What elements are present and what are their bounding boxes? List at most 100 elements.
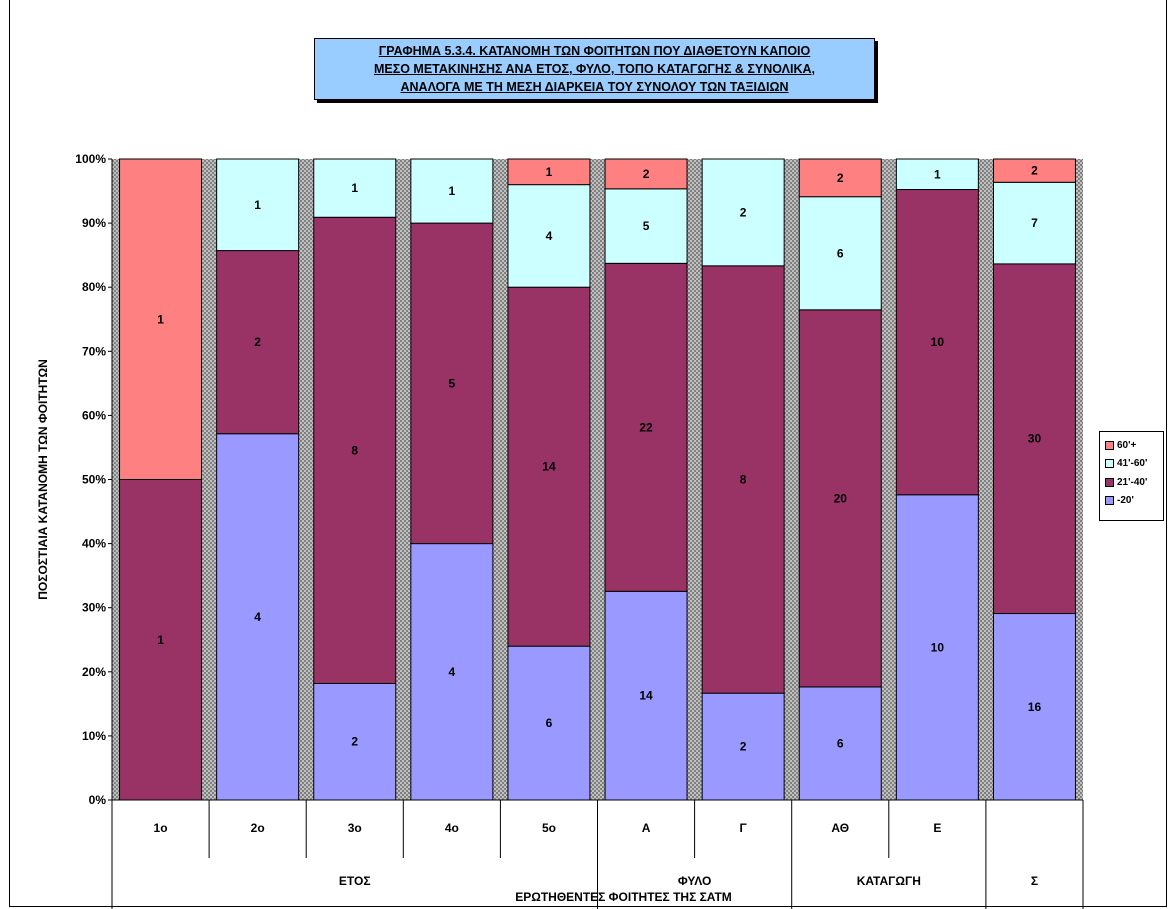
legend-label: 21'-40' xyxy=(1117,476,1148,488)
x-axis-title: ΕΡΩΤΗΘΕΝΤΕΣ ΦΟΙΤΗΤΕΣ ΤΗΣ ΣΑΤΜ xyxy=(515,890,732,904)
title-line-2: ΜΕΣΟ ΜΕΤΑΚΙΝΗΣΗΣ ΑΝΑ ΕΤΟΣ, ΦΥΛΟ, ΤΟΠΟ ΚΑ… xyxy=(373,62,816,76)
legend-item: -20' xyxy=(1105,492,1163,511)
data-label: 1 xyxy=(351,181,358,195)
legend-label: -20' xyxy=(1117,495,1134,507)
bar-segment xyxy=(313,158,397,218)
y-tick-label: 80% xyxy=(82,280,106,294)
group-label: ΚΑΤΑΓΩΓΗ xyxy=(857,874,921,888)
bar-segment xyxy=(701,692,785,801)
bar-segment xyxy=(410,158,494,224)
x-tick-label: 4ο xyxy=(445,821,459,835)
bar-segment xyxy=(701,265,785,694)
data-label: 5 xyxy=(449,376,456,390)
x-tick-label: Α xyxy=(642,821,651,835)
bar-segment xyxy=(313,216,397,684)
data-label: 8 xyxy=(740,473,747,487)
bar-segment xyxy=(216,250,300,435)
y-tick-label: 30% xyxy=(82,601,106,615)
y-tick-label: 0% xyxy=(89,793,107,807)
data-label: 2 xyxy=(740,205,747,219)
legend-item: 21'-40' xyxy=(1105,473,1163,492)
data-label: 6 xyxy=(546,716,553,730)
legend-item: 60'+ xyxy=(1105,436,1163,455)
data-label: 1 xyxy=(934,167,941,181)
bar-segment xyxy=(604,262,688,592)
bar-segment xyxy=(604,188,688,264)
y-tick-label: 70% xyxy=(82,344,106,358)
data-label: 1 xyxy=(157,312,164,326)
data-label: 2 xyxy=(740,740,747,754)
legend-label: 41'-60' xyxy=(1117,458,1148,470)
data-label: 6 xyxy=(837,736,844,750)
data-label: 14 xyxy=(542,460,556,474)
y-axis-title: ΠΟΣΟΣΤΙΑΙΑ ΚΑΤΑΝΟΜΗ ΤΩΝ ΦΟΙΤΗΤΩΝ xyxy=(36,359,50,600)
legend-swatch xyxy=(1105,477,1114,487)
bar-segment xyxy=(992,181,1076,265)
data-label: 20 xyxy=(834,491,848,505)
group-label: ΦΥΛΟ xyxy=(678,874,711,888)
bar-segment xyxy=(119,158,203,480)
x-tick-label: Γ xyxy=(740,821,748,835)
data-label: 10 xyxy=(931,640,945,654)
bar-segment xyxy=(507,645,591,801)
bar-segment xyxy=(895,158,979,191)
bar-segment xyxy=(604,590,688,801)
data-label: 4 xyxy=(449,665,456,679)
x-tick-label: 2ο xyxy=(251,821,265,835)
y-tick-label: 40% xyxy=(82,537,106,551)
legend: 60'+ 41'-60' 21'-40' -20' xyxy=(1099,431,1164,521)
data-label: 6 xyxy=(837,246,844,260)
data-label: 5 xyxy=(643,219,650,233)
bar-segment xyxy=(507,184,591,288)
bar-segment xyxy=(895,189,979,496)
bar-segment xyxy=(992,158,1076,183)
x-tick-label: Ε xyxy=(933,821,941,835)
data-label: 2 xyxy=(351,735,358,749)
bar-segment xyxy=(798,686,882,801)
data-label: 2 xyxy=(837,171,844,185)
legend-label: 60'+ xyxy=(1117,439,1137,451)
data-label: 1 xyxy=(449,184,456,198)
bar-segment xyxy=(410,543,494,801)
data-label: 16 xyxy=(1028,700,1042,714)
bar-segment xyxy=(216,158,300,252)
y-tick-label: 10% xyxy=(82,729,106,743)
data-label: 2 xyxy=(643,167,650,181)
bar-segment xyxy=(798,196,882,311)
bar-segment xyxy=(992,613,1076,801)
bar-segment xyxy=(507,158,591,186)
legend-swatch xyxy=(1105,496,1114,506)
group-label: Σ xyxy=(1031,874,1038,888)
chart-title: ΓΡΑΦΗΜΑ 5.3.4. ΚΑΤΑΝΟΜΗ ΤΩΝ ΦΟΙΤΗΤΩΝ ΠΟΥ… xyxy=(314,38,875,100)
data-label: 4 xyxy=(546,229,553,243)
bar-segment xyxy=(507,286,591,647)
y-tick-label: 60% xyxy=(82,408,106,422)
data-label: 8 xyxy=(351,443,358,457)
data-label: 22 xyxy=(639,420,653,434)
bar-segment xyxy=(604,158,688,190)
data-label: 2 xyxy=(254,335,261,349)
y-tick-label: 100% xyxy=(75,152,106,166)
bar-segment xyxy=(895,494,979,801)
data-label: 2 xyxy=(1031,164,1038,178)
y-tick-label: 20% xyxy=(82,665,106,679)
legend-item: 41'-60' xyxy=(1105,455,1163,474)
x-tick-label: 5ο xyxy=(542,821,556,835)
y-tick-label: 90% xyxy=(82,216,106,230)
data-label: 30 xyxy=(1028,432,1042,446)
data-label: 1 xyxy=(546,165,553,179)
bar-segment xyxy=(798,309,882,688)
x-tick-label: 1ο xyxy=(154,821,168,835)
chart-frame xyxy=(9,0,1167,907)
legend-swatch xyxy=(1105,459,1114,469)
x-tick-label: 3ο xyxy=(348,821,362,835)
data-label: 7 xyxy=(1031,216,1038,230)
bar-segment xyxy=(798,158,882,198)
x-tick-label: ΑΘ xyxy=(831,821,849,835)
data-label: 14 xyxy=(639,689,653,703)
y-tick-label: 50% xyxy=(82,473,106,487)
legend-swatch xyxy=(1105,440,1114,450)
data-label: 10 xyxy=(931,335,945,349)
title-line-3: ΑΝΑΛΟΓΑ ΜΕ ΤΗ ΜΕΣΗ ΔΙΑΡΚΕΙΑ ΤΟΥ ΣΥΝΟΛΟΥ … xyxy=(400,80,789,94)
